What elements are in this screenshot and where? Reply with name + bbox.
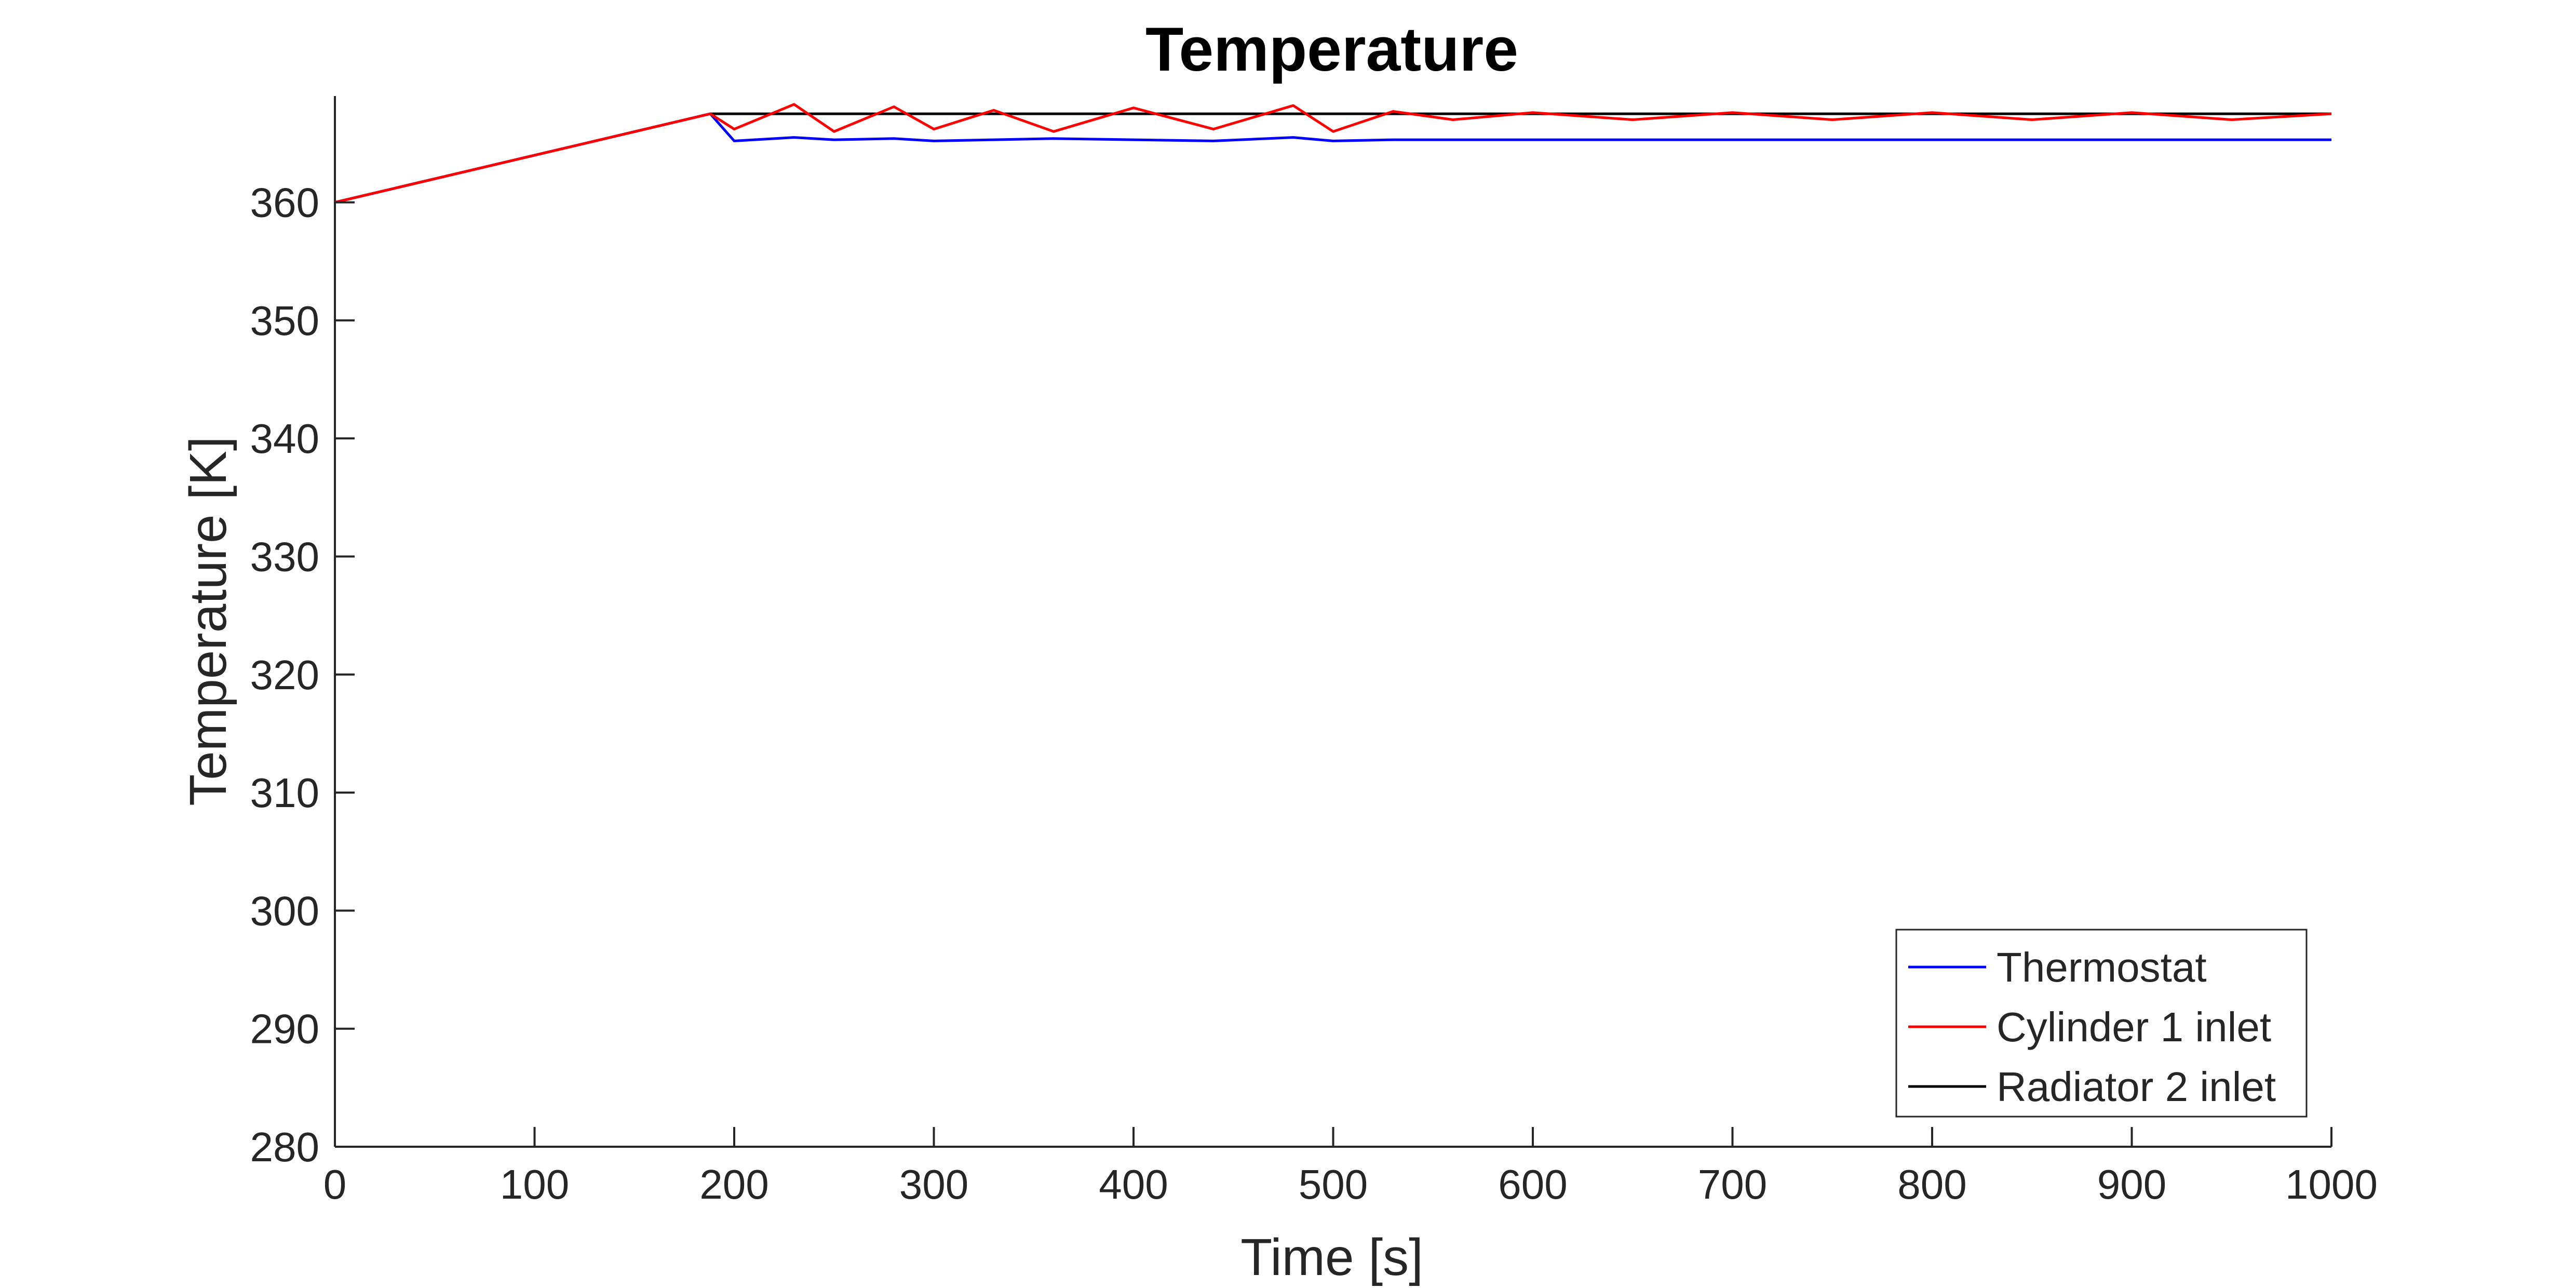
x-tick-label: 300 bbox=[899, 1161, 968, 1208]
series-layer bbox=[334, 103, 2332, 204]
y-axis-label: Temperature [K] bbox=[179, 436, 237, 806]
y-tick-label: 310 bbox=[250, 770, 319, 816]
series-line-thermostat bbox=[334, 112, 2331, 204]
y-tick-label: 350 bbox=[250, 298, 319, 344]
x-tick-label: 800 bbox=[1897, 1161, 1966, 1208]
x-tick-label: 500 bbox=[1299, 1161, 1368, 1208]
x-tick-label: 600 bbox=[1498, 1161, 1567, 1208]
x-tick-label: 0 bbox=[323, 1161, 347, 1208]
x-tick-label: 700 bbox=[1698, 1161, 1767, 1208]
x-tick-label: 900 bbox=[2097, 1161, 2166, 1208]
y-tick-label: 320 bbox=[250, 652, 319, 698]
plot-area: 0 100 200 300 400 500 600 700 800 900 1000 280 290 3… bbox=[250, 96, 2378, 1208]
x-ticks: 0 100 200 300 400 500 600 700 800 900 1000 bbox=[323, 1127, 2378, 1208]
y-tick-label: 280 bbox=[250, 1124, 319, 1170]
x-axis-label: Time [s] bbox=[1240, 1228, 1423, 1286]
y-tick-label: 300 bbox=[250, 888, 319, 934]
series-line-cylinder-1-inlet bbox=[334, 103, 2332, 204]
x-tick-label: 200 bbox=[699, 1161, 768, 1208]
y-tick-label: 330 bbox=[250, 533, 319, 580]
y-ticks: 280 290 300 310 320 330 340 350 360 bbox=[250, 180, 355, 1170]
x-tick-label: 400 bbox=[1099, 1161, 1168, 1208]
legend-label-radiator-2-inlet: Radiator 2 inlet bbox=[1997, 1064, 2276, 1110]
y-tick-label: 360 bbox=[250, 180, 319, 226]
legend-label-thermostat: Thermostat bbox=[1997, 944, 2207, 990]
x-tick-label: 100 bbox=[500, 1161, 569, 1208]
y-tick-label: 340 bbox=[250, 415, 319, 462]
y-tick-label: 290 bbox=[250, 1006, 319, 1052]
legend: Thermostat Cylinder 1 inlet Radiator 2 inl… bbox=[1895, 929, 2308, 1118]
legend-label-cylinder-1-inlet: Cylinder 1 inlet bbox=[1997, 1004, 2271, 1050]
x-tick-label: 1000 bbox=[2285, 1161, 2378, 1208]
chart-title: Temperature bbox=[1145, 15, 1518, 84]
series-line-radiator-2-inlet bbox=[334, 112, 2331, 204]
